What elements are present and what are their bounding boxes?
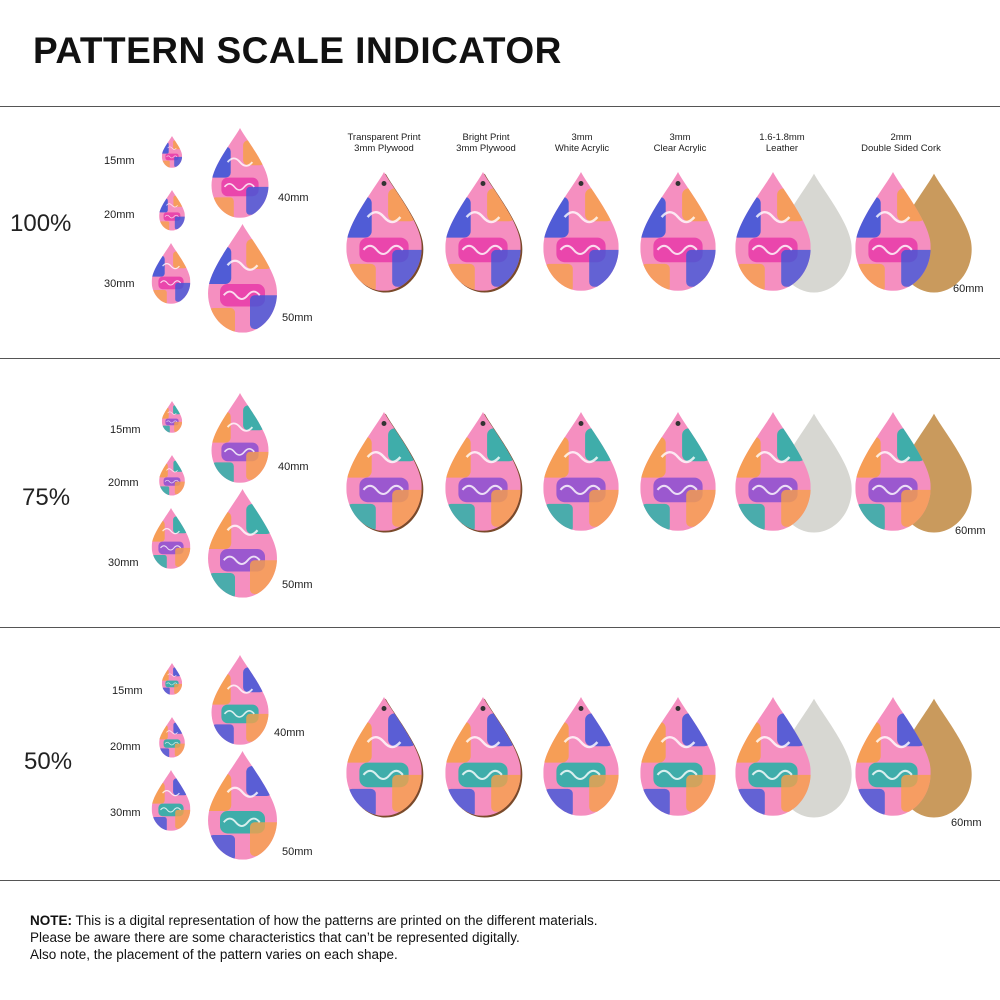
divider-top	[0, 106, 1000, 107]
swatch-bright-plywood	[445, 172, 523, 293]
swatch-leather	[735, 697, 852, 818]
size-label-50mm: 50mm	[282, 846, 313, 858]
swatch-transparent-plywood	[346, 172, 424, 293]
swatch-30mm	[151, 243, 191, 304]
note-line-3: Also note, the placement of the pattern …	[30, 947, 398, 962]
size-label-15mm: 15mm	[112, 685, 143, 697]
size-label-50mm: 50mm	[282, 579, 313, 591]
size-label-15mm: 15mm	[110, 424, 141, 436]
swatch-clear-acrylic	[640, 697, 716, 816]
swatch-20mm	[159, 190, 185, 231]
swatch-20mm	[159, 717, 185, 758]
swatch-50mm	[208, 224, 277, 333]
swatch-15mm	[161, 401, 183, 433]
size-label-30mm: 30mm	[110, 807, 141, 819]
material-label-clear-acrylic: 3mm Clear Acrylic	[653, 132, 707, 154]
size-label-40mm: 40mm	[278, 461, 309, 473]
material-label-white-acrylic: 3mm White Acrylic	[554, 132, 610, 154]
swatch-transparent-plywood	[346, 412, 424, 533]
swatch-leather	[735, 172, 852, 293]
swatch-leather	[735, 412, 852, 533]
swatch-50mm	[208, 751, 277, 860]
swatch-cork	[855, 172, 972, 293]
note-text: NOTE: This is a digital representation o…	[30, 912, 598, 963]
swatch-bright-plywood	[445, 697, 523, 818]
swatch-15mm	[161, 663, 183, 695]
swatch-30mm	[151, 770, 191, 831]
material-label-bright-plywood: Bright Print 3mm Plywood	[456, 132, 516, 154]
size-label-40mm: 40mm	[274, 727, 305, 739]
scale-label-75: 75%	[22, 484, 71, 511]
size-label-50mm: 50mm	[282, 312, 313, 324]
swatch-white-acrylic	[543, 697, 619, 816]
note-line-1: This is a digital representation of how …	[72, 913, 598, 928]
material-label-transparent-plywood: Transparent Print 3mm Plywood	[347, 132, 421, 154]
swatch-40mm	[211, 655, 269, 745]
swatch-20mm	[159, 455, 185, 496]
size-label-60mm: 60mm	[953, 283, 984, 295]
size-label-20mm: 20mm	[110, 741, 141, 753]
swatch-transparent-plywood	[346, 697, 424, 818]
material-label-leather: 1.6-1.8mm Leather	[759, 132, 805, 154]
divider-1	[0, 358, 1000, 359]
swatch-cork	[855, 697, 972, 818]
page-title: PATTERN SCALE INDICATOR	[33, 30, 562, 71]
swatch-white-acrylic	[543, 172, 619, 291]
size-label-15mm: 15mm	[104, 155, 135, 167]
swatch-50mm	[208, 489, 277, 598]
scale-label-50: 50%	[24, 748, 73, 775]
size-label-60mm: 60mm	[955, 525, 986, 537]
swatch-cork	[855, 412, 972, 533]
size-label-20mm: 20mm	[104, 209, 135, 221]
swatch-40mm	[211, 393, 269, 483]
scale-label-100: 100%	[10, 210, 72, 237]
swatch-clear-acrylic	[640, 412, 716, 531]
size-label-20mm: 20mm	[108, 477, 139, 489]
swatch-bright-plywood	[445, 412, 523, 533]
swatch-40mm	[211, 128, 269, 218]
size-label-30mm: 30mm	[108, 557, 139, 569]
divider-2	[0, 627, 1000, 628]
note-line-2: Please be aware there are some character…	[30, 930, 520, 945]
size-label-40mm: 40mm	[278, 192, 309, 204]
swatch-15mm	[161, 136, 183, 168]
note-bold: NOTE:	[30, 913, 72, 928]
swatch-30mm	[151, 508, 191, 569]
swatch-clear-acrylic	[640, 172, 716, 291]
size-label-60mm: 60mm	[951, 817, 982, 829]
divider-bottom	[0, 880, 1000, 881]
size-label-30mm: 30mm	[104, 278, 135, 290]
material-label-cork: 2mm Double Sided Cork	[861, 132, 941, 154]
swatch-white-acrylic	[543, 412, 619, 531]
